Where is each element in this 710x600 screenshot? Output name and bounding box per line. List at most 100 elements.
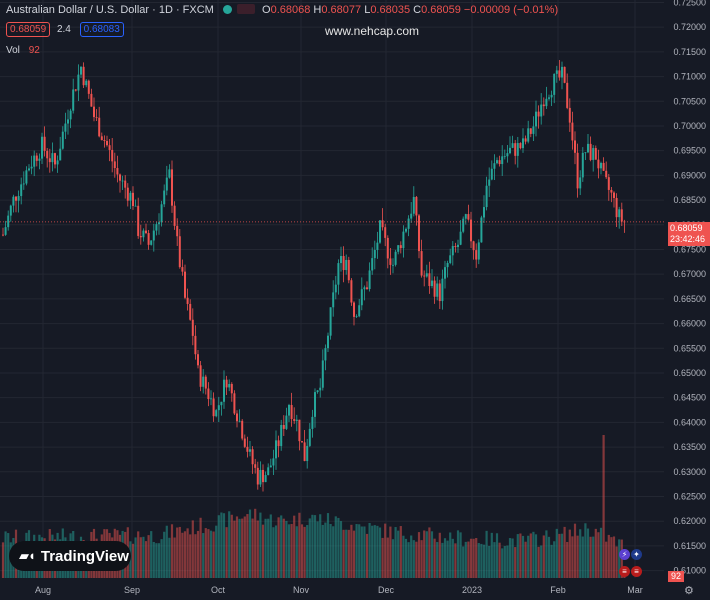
candle-body (288, 404, 290, 416)
candle-body (293, 419, 296, 421)
au-flag-event-icon[interactable]: ✦ (631, 549, 642, 560)
volume-bar (300, 524, 304, 578)
candle-body (165, 177, 168, 191)
low-label: L (364, 4, 371, 16)
candle-body (61, 131, 64, 149)
candle-body (509, 147, 511, 154)
price-axis[interactable]: 0.72500 0.72000 0.71500 0.71000 0.70500 0.700… (673, 0, 706, 576)
candle-body (308, 428, 311, 446)
sell-button[interactable]: 0.68059 (6, 22, 51, 37)
candle-body (410, 213, 413, 219)
low-value: 0.68035 (370, 4, 411, 16)
candle-body (256, 467, 259, 485)
volume-bar (607, 534, 610, 578)
candle-body (54, 153, 56, 165)
candle-body (420, 251, 423, 276)
candle-body (72, 89, 75, 111)
candle-body (220, 401, 223, 406)
candle-body (210, 398, 212, 400)
candle-body (327, 335, 329, 349)
candle-body (126, 187, 129, 201)
candle-body (366, 287, 368, 290)
volume-legend[interactable]: Vol 92 (6, 45, 40, 56)
gear-icon[interactable]: ⚙ (684, 585, 694, 597)
candle-body (106, 141, 108, 146)
volume-bar (168, 537, 171, 578)
candle-body (350, 280, 353, 303)
volume-bar (160, 539, 163, 578)
candle-body (446, 262, 449, 268)
candle-body (38, 158, 41, 161)
volume-bar (555, 528, 558, 578)
volume-bar (532, 531, 535, 578)
volume-bar (485, 530, 488, 578)
candle-body (405, 228, 407, 232)
candle-body (581, 152, 584, 178)
volume-bar (373, 525, 376, 578)
candle-body (506, 153, 509, 157)
candle-body (467, 214, 470, 220)
volume-bar (204, 528, 207, 578)
volume-bar (248, 509, 252, 578)
candle-body (605, 170, 608, 178)
candle-body (228, 383, 231, 388)
volume-bar (399, 526, 402, 578)
candle-body (340, 256, 342, 264)
candle-body (373, 249, 376, 259)
symbol-title[interactable]: Australian Dollar / U.S. Dollar · 1D · F… (6, 4, 214, 16)
eye-icon[interactable] (236, 4, 255, 14)
candle-body (267, 467, 270, 476)
candle-body (470, 219, 472, 242)
volume-bar (259, 512, 262, 578)
time-tick-label: Oct (211, 585, 226, 595)
volume-bar (464, 541, 467, 578)
candle-body (355, 316, 358, 318)
candle-body (568, 107, 571, 123)
us-flag-event-icon[interactable]: ≡ (619, 566, 630, 577)
candle-body (124, 180, 127, 188)
candle-body (576, 152, 579, 189)
candle-body (441, 278, 444, 302)
candle-body (428, 273, 431, 287)
volume-bar (545, 530, 548, 578)
candle-body (298, 419, 301, 442)
volume-bar (352, 530, 356, 578)
candle-body (449, 255, 452, 263)
candle-body (51, 153, 54, 163)
candle-body (74, 89, 77, 91)
lightning-event-icon[interactable]: ⚡ (619, 549, 630, 560)
price-tick-label: 0.67500 (673, 244, 706, 254)
volume-bar (456, 530, 460, 578)
volume-bar (334, 516, 337, 578)
volume-bar (150, 531, 153, 578)
price-tick-label: 0.63500 (673, 442, 706, 452)
volume-bar (521, 535, 525, 578)
volume-bar (482, 544, 486, 578)
us-flag-event-icon-2[interactable]: ≡ (631, 566, 642, 577)
candle-body (262, 469, 264, 483)
candle-body (431, 280, 433, 287)
time-axis[interactable]: Aug Sep Oct Nov Dec 2023 Feb Mar (35, 585, 643, 595)
volume-bar (488, 545, 491, 578)
candle-body (30, 166, 33, 169)
volume-bar (217, 515, 220, 578)
candle-body (363, 287, 366, 290)
candle-body (459, 231, 462, 245)
volume-bar (378, 527, 382, 578)
candle-body (306, 445, 309, 462)
candle-body (316, 390, 319, 393)
tradingview-logo[interactable]: ▰◖ TradingView (9, 541, 131, 571)
candle-body (394, 251, 397, 265)
buy-button[interactable]: 0.68083 (79, 22, 124, 37)
volume-bar (235, 516, 239, 578)
candle-body (12, 196, 15, 206)
candle-body (15, 196, 17, 201)
candle-body (90, 93, 93, 107)
volume-bar (449, 532, 452, 578)
price-tick-label: 0.65500 (673, 343, 706, 353)
candle-body (503, 156, 506, 158)
candle-body (238, 420, 241, 422)
volume-bar (514, 547, 517, 578)
candle-body (303, 442, 306, 462)
